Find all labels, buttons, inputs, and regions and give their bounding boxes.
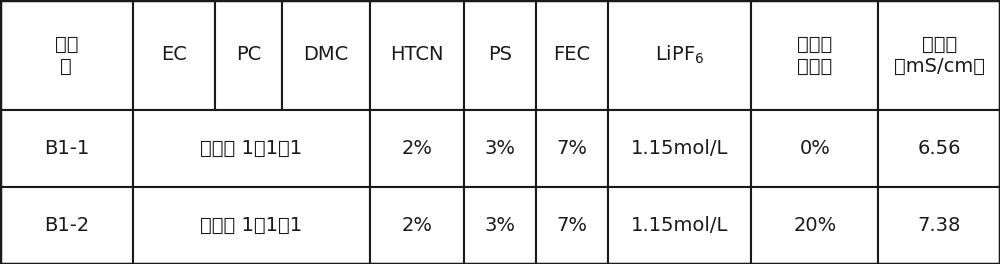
Bar	[370, 110, 464, 187]
Bar	[608, 187, 751, 264]
Bar	[536, 187, 608, 264]
Text: 2%: 2%	[402, 216, 433, 235]
Text: 质量比 1：1：1: 质量比 1：1：1	[200, 216, 302, 235]
Bar	[751, 110, 878, 187]
Text: 20%: 20%	[793, 216, 837, 235]
Bar	[464, 0, 536, 110]
Bar	[0, 110, 133, 187]
Bar	[536, 0, 608, 110]
Bar	[215, 0, 282, 110]
Text: 3%: 3%	[484, 216, 516, 235]
Text: 3%: 3%	[484, 139, 516, 158]
Bar	[133, 0, 215, 110]
Bar	[370, 0, 464, 110]
Bar	[536, 110, 608, 187]
Bar	[282, 0, 370, 110]
Bar	[133, 187, 370, 264]
Bar	[370, 187, 464, 264]
Bar	[0, 0, 133, 110]
Text: 1.15mol/L: 1.15mol/L	[631, 216, 728, 235]
Text: B1-2: B1-2	[44, 216, 89, 235]
Text: 电解
液: 电解 液	[55, 35, 78, 76]
Bar	[608, 110, 751, 187]
Bar	[878, 187, 1000, 264]
Text: 7.38: 7.38	[918, 216, 961, 235]
Text: 7%: 7%	[556, 216, 587, 235]
Text: 1.15mol/L: 1.15mol/L	[631, 139, 728, 158]
Text: EC: EC	[161, 45, 187, 64]
Bar	[608, 0, 751, 110]
Text: FEC: FEC	[553, 45, 590, 64]
Bar	[751, 187, 878, 264]
Text: 质量比 1：1：1: 质量比 1：1：1	[200, 139, 302, 158]
Text: 7%: 7%	[556, 139, 587, 158]
Text: HTCN: HTCN	[390, 45, 444, 64]
Bar	[751, 0, 878, 110]
Bar	[133, 110, 370, 187]
Bar	[878, 110, 1000, 187]
Text: LiPF$_6$: LiPF$_6$	[655, 44, 704, 66]
Text: 0%: 0%	[799, 139, 830, 158]
Text: PS: PS	[488, 45, 512, 64]
Bar	[464, 187, 536, 264]
Bar	[878, 0, 1000, 110]
Bar	[0, 187, 133, 264]
Bar	[464, 110, 536, 187]
Text: 6.56: 6.56	[917, 139, 961, 158]
Text: 电导率
（mS/cm）: 电导率 （mS/cm）	[894, 35, 985, 76]
Text: B1-1: B1-1	[44, 139, 89, 158]
Text: DMC: DMC	[303, 45, 349, 64]
Text: 2%: 2%	[402, 139, 433, 158]
Text: 四甲基
己二胺: 四甲基 己二胺	[797, 35, 833, 76]
Text: PC: PC	[236, 45, 261, 64]
